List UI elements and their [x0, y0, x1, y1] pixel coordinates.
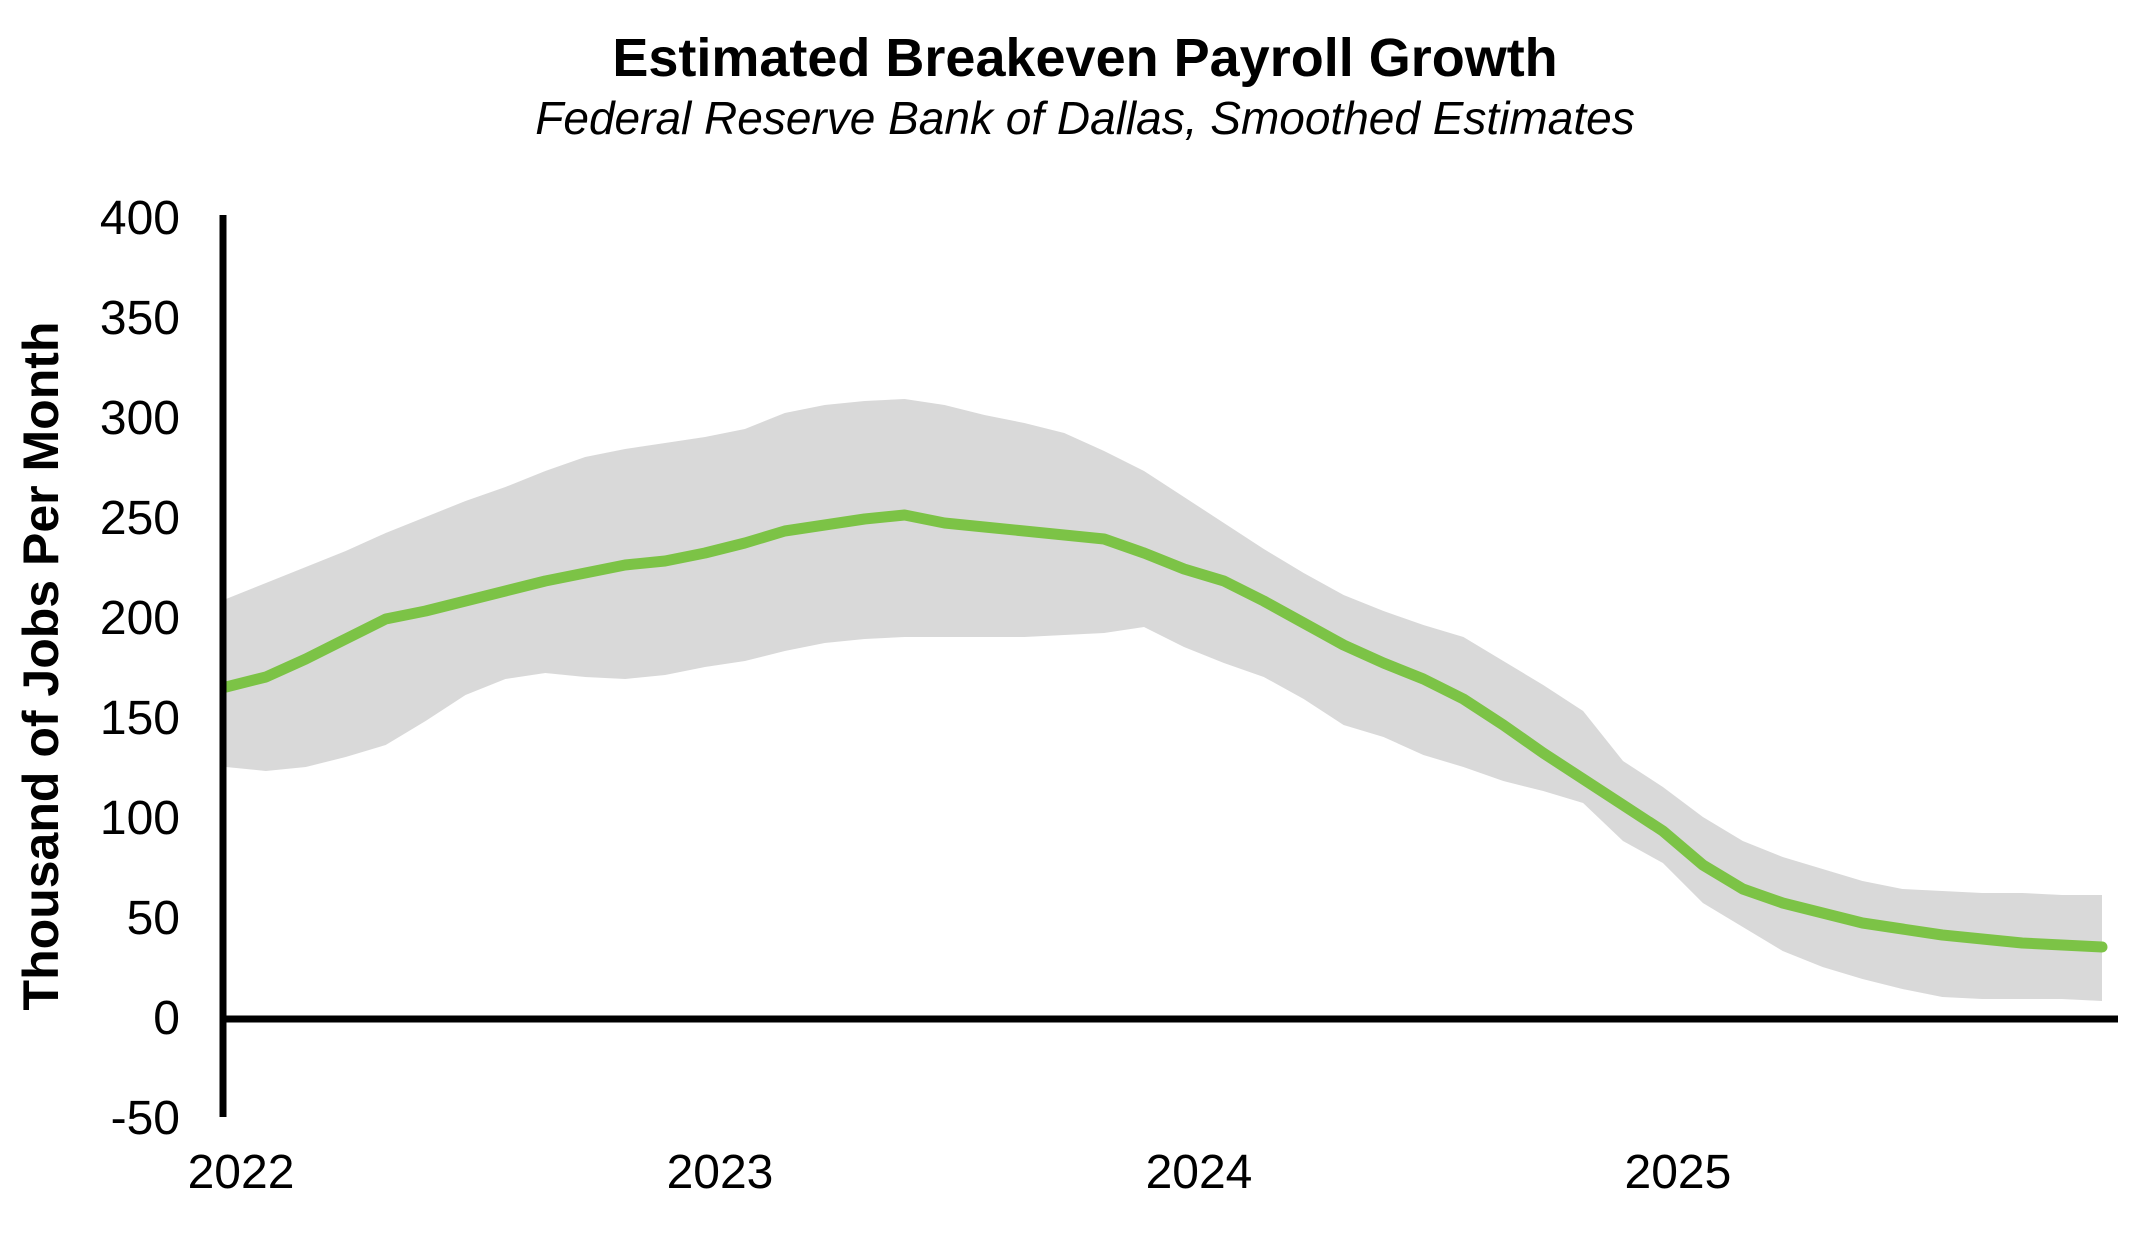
- y-tick-label: 400: [100, 192, 180, 245]
- x-tick-label: 2022: [188, 1146, 295, 1199]
- y-tick-label: 150: [100, 692, 180, 745]
- x-tick-label: 2024: [1146, 1146, 1253, 1199]
- estimate-line: [220, 509, 2108, 953]
- y-tick-label: 300: [100, 392, 180, 445]
- x-tick-label: 2025: [1625, 1146, 1732, 1199]
- y-tick-label: 100: [100, 792, 180, 845]
- y-tick-label: 50: [127, 892, 180, 945]
- y-tick-label: 0: [153, 992, 180, 1045]
- y-tick-label: -50: [111, 1092, 180, 1145]
- y-tick-labels: 400 350 300 250 200 150 100 50 0 -50: [100, 192, 180, 1145]
- plot-area: [219, 215, 2118, 1117]
- y-axis-title: Thousand of Jobs Per Month: [13, 322, 69, 1011]
- chart-title: Estimated Breakeven Payroll Growth: [612, 28, 1557, 88]
- chart-subtitle: Federal Reserve Bank of Dallas, Smoothed…: [535, 92, 1634, 144]
- x-tick-label: 2023: [667, 1146, 774, 1199]
- y-tick-label: 350: [100, 292, 180, 345]
- y-tick-label: 250: [100, 492, 180, 545]
- y-tick-label: 200: [100, 592, 180, 645]
- x-tick-labels: 2022 2023 2024 2025: [188, 1146, 1732, 1199]
